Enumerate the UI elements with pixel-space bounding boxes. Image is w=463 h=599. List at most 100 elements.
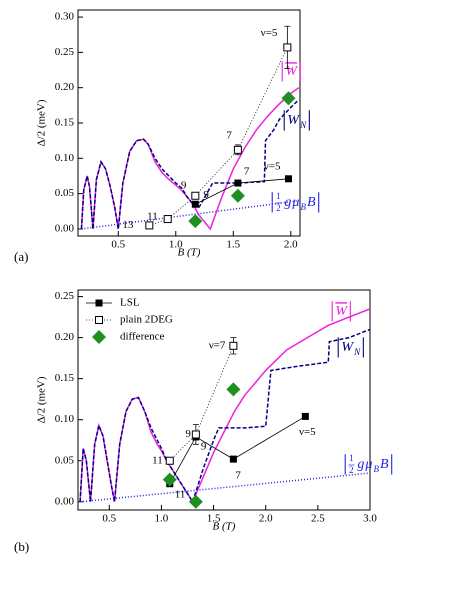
fraction-numerator: 1 bbox=[349, 453, 354, 463]
marker bbox=[145, 221, 154, 230]
curve-label-part: g bbox=[284, 195, 291, 210]
curve-label-part: | bbox=[298, 57, 302, 82]
panel-label: (a) bbox=[14, 249, 28, 264]
y-tick-label: 0.15 bbox=[55, 372, 75, 384]
curve-label-part: | bbox=[280, 57, 284, 82]
point-label: 9 bbox=[181, 179, 187, 191]
connector-line bbox=[169, 345, 234, 462]
y-tick-label: 0.10 bbox=[55, 152, 75, 164]
marker bbox=[163, 215, 172, 224]
point-label: ν=5 bbox=[261, 27, 278, 39]
point-label: ν=7 bbox=[209, 339, 226, 351]
curve-label-part: | bbox=[270, 188, 274, 213]
point-label: ν=5 bbox=[264, 160, 281, 172]
fraction-denominator: 2 bbox=[276, 203, 281, 213]
point-label: 11 bbox=[152, 454, 163, 466]
curve-label: | W N | bbox=[282, 106, 312, 131]
point-label: 7 bbox=[226, 129, 232, 141]
panel-label: (b) bbox=[14, 539, 29, 554]
curve-label-part: B bbox=[300, 202, 306, 212]
x-tick-label: 2.5 bbox=[311, 513, 325, 525]
curve-label-part: W bbox=[287, 113, 300, 128]
curve bbox=[80, 472, 371, 503]
legend-label: difference bbox=[120, 331, 164, 343]
curve bbox=[81, 199, 299, 230]
curve bbox=[79, 328, 371, 504]
marker bbox=[226, 382, 241, 397]
marker bbox=[191, 200, 199, 208]
curve-label: | W | bbox=[280, 57, 302, 82]
curve-label-part: B bbox=[373, 464, 379, 474]
point-label: ν=5 bbox=[299, 426, 316, 438]
curve-label-part: | bbox=[390, 450, 394, 475]
y-tick-label: 0.20 bbox=[55, 331, 75, 343]
fraction-numerator: 1 bbox=[276, 191, 281, 201]
point-label: 9 bbox=[201, 440, 207, 452]
legend-marker bbox=[95, 299, 103, 307]
curve-label: | 12 g μ B B | bbox=[343, 450, 394, 475]
marker bbox=[283, 43, 292, 52]
x-tick-label: 3.0 bbox=[363, 513, 377, 525]
y-tick-label: 0.10 bbox=[55, 413, 75, 425]
legend-marker bbox=[95, 316, 103, 324]
y-tick-label: 0.05 bbox=[55, 454, 75, 466]
x-tick-label: 1.0 bbox=[169, 239, 183, 251]
marker bbox=[301, 412, 309, 420]
curve-label-part: | bbox=[361, 333, 365, 358]
curve-label-part: B bbox=[307, 195, 316, 210]
curve-label-part: | bbox=[282, 106, 286, 131]
plot-frame bbox=[77, 289, 371, 511]
x-tick-label: 1.5 bbox=[226, 239, 240, 251]
connector-line bbox=[195, 178, 289, 205]
plot-frame bbox=[77, 9, 301, 237]
point-label: 9 bbox=[203, 189, 209, 201]
marker bbox=[191, 430, 200, 439]
curve-label-part: μ bbox=[291, 195, 299, 210]
point-label: 13 bbox=[122, 219, 134, 231]
curve-label-part: N bbox=[353, 347, 361, 357]
legend-label: LSL bbox=[120, 297, 140, 309]
curve-label-part: B bbox=[380, 457, 389, 472]
curve-label: | W N | bbox=[336, 333, 366, 358]
marker bbox=[165, 456, 174, 465]
x-tick-label: 1.0 bbox=[155, 513, 169, 525]
y-tick-label: 0.25 bbox=[55, 290, 75, 302]
connector-line bbox=[149, 47, 288, 226]
marker bbox=[233, 145, 242, 154]
marker bbox=[162, 472, 177, 487]
marker bbox=[234, 179, 242, 187]
y-axis-label: Δ/2 (meV) bbox=[36, 99, 48, 146]
curve-label-part: | bbox=[307, 106, 311, 131]
curve-label-part: | bbox=[336, 333, 340, 358]
marker bbox=[188, 494, 203, 509]
legend-label: plain 2DEG bbox=[120, 314, 173, 326]
curve-label-part: W bbox=[285, 64, 298, 79]
curve bbox=[79, 308, 371, 504]
y-tick-label: 0.25 bbox=[55, 46, 75, 58]
curve bbox=[80, 99, 300, 230]
curve-label-part: W bbox=[335, 304, 348, 319]
curve-label-part: W bbox=[341, 340, 354, 355]
y-tick-label: 0.00 bbox=[55, 222, 75, 234]
legend-marker bbox=[92, 330, 106, 344]
curve-label: | W | bbox=[330, 297, 352, 322]
y-axis-label: Δ/2 (meV) bbox=[36, 376, 48, 423]
marker bbox=[229, 455, 237, 463]
connector-line bbox=[169, 416, 306, 484]
curve-label: | 12 g μ B B | bbox=[270, 188, 321, 213]
y-tick-label: 0.30 bbox=[55, 11, 75, 23]
marker bbox=[284, 175, 292, 183]
y-tick-label: 0.00 bbox=[55, 495, 75, 507]
x-tick-label: 2.0 bbox=[259, 513, 273, 525]
curve-label-part: g bbox=[357, 457, 364, 472]
point-label: 9 bbox=[185, 428, 191, 440]
marker bbox=[188, 214, 203, 229]
point-label: 11 bbox=[175, 488, 186, 500]
marker bbox=[281, 91, 296, 106]
point-label: 11 bbox=[147, 211, 158, 223]
y-tick-label: 0.05 bbox=[55, 187, 75, 199]
curve-label-part: | bbox=[317, 188, 321, 213]
marker bbox=[230, 188, 245, 203]
marker bbox=[191, 191, 200, 200]
